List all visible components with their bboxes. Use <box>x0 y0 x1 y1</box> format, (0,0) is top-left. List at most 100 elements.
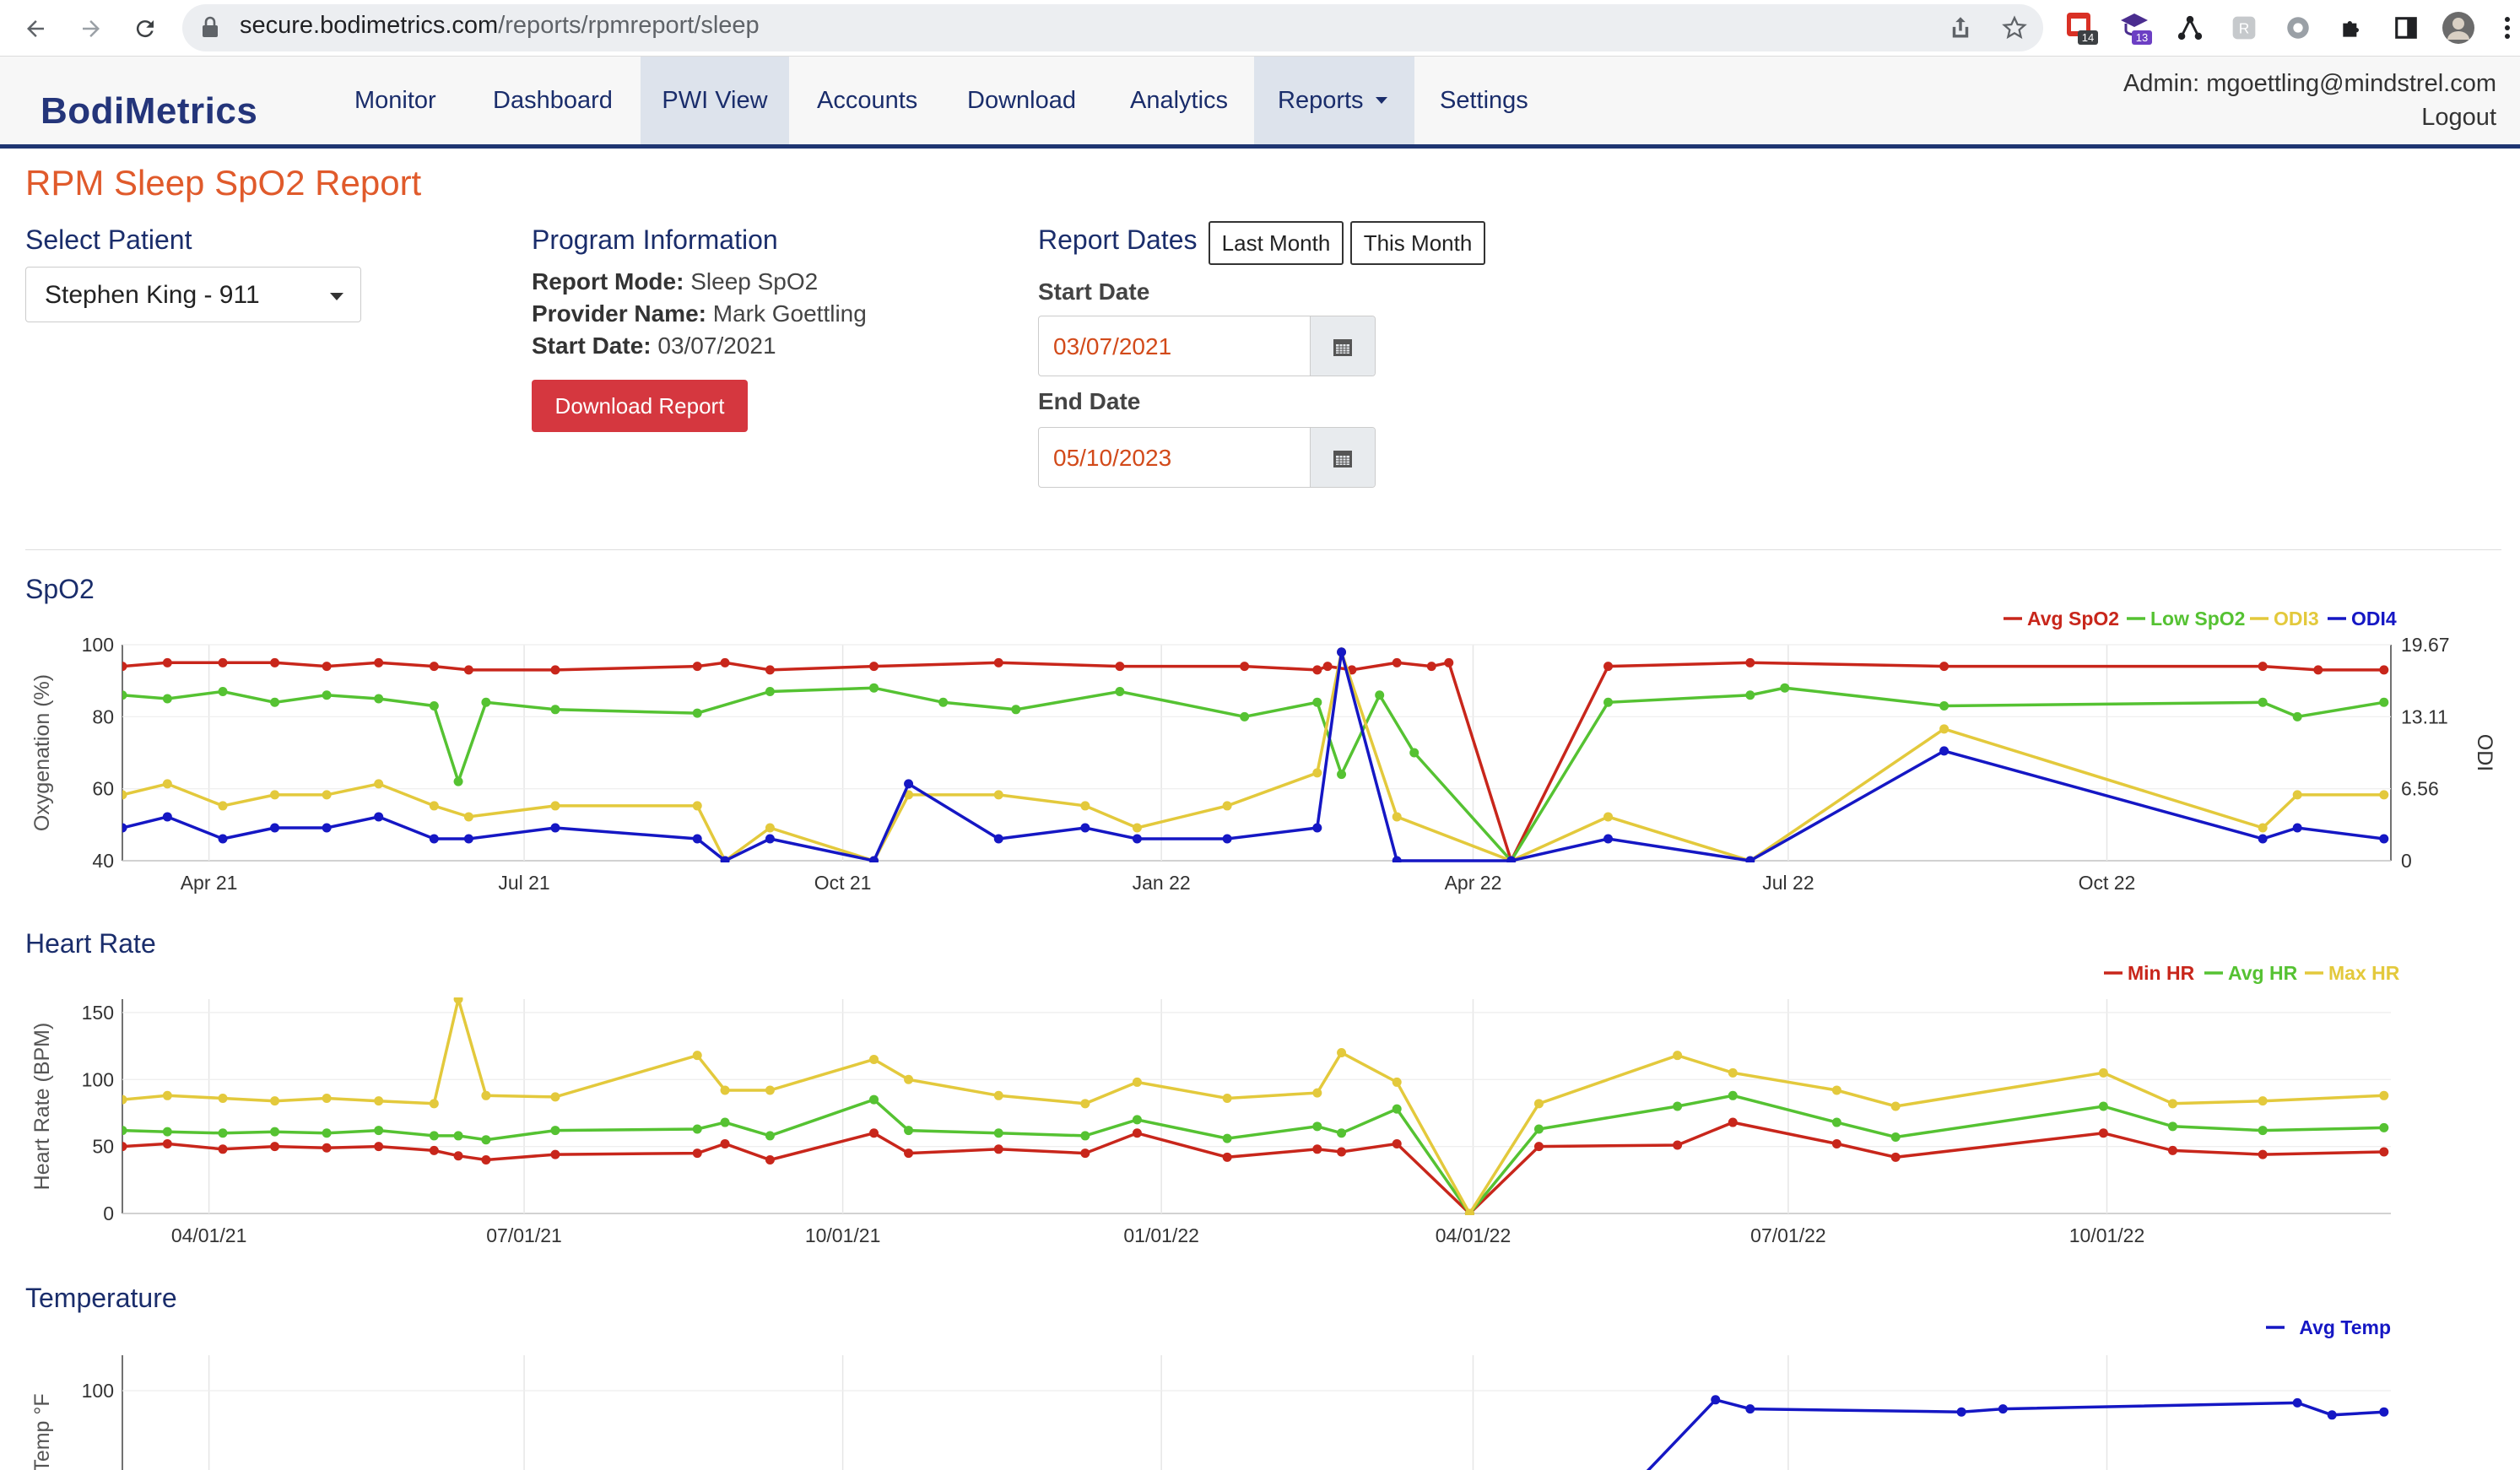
y-axis-title: Oxygenation (%) <box>30 674 54 831</box>
data-point-avg-hr <box>270 1127 280 1137</box>
data-point-min-hr <box>993 1144 1003 1154</box>
side-panel-icon[interactable] <box>2388 10 2424 46</box>
data-point-avg-spo2 <box>218 657 228 667</box>
data-point-odi3 <box>2258 823 2268 833</box>
data-point-min-hr <box>2258 1149 2268 1159</box>
data-point-odi4 <box>1392 856 1402 862</box>
data-point-avg-spo2 <box>322 662 332 672</box>
bodimetrics-logo[interactable]: BodiMetrics <box>41 90 258 132</box>
data-point-low-spo2 <box>1337 770 1347 780</box>
data-point-low-spo2 <box>122 690 127 700</box>
data-point-max-hr <box>869 1054 879 1064</box>
data-point-avg-spo2 <box>463 665 473 675</box>
data-point-avg-hr <box>1831 1117 1841 1127</box>
url-text[interactable]: secure.bodimetrics.com/reports/rpmreport… <box>240 12 760 40</box>
data-point-avg-temp <box>2327 1410 2337 1420</box>
data-point-low-spo2 <box>1780 683 1790 693</box>
data-point-avg-hr <box>2379 1122 2389 1132</box>
data-point-max-hr <box>429 1099 439 1109</box>
reload-icon[interactable] <box>128 12 162 46</box>
temperature-section-title: Temperature <box>25 1283 177 1313</box>
menu-kebab-icon[interactable] <box>2490 10 2520 46</box>
y-tick-label: 100 <box>82 1068 114 1090</box>
data-point-max-hr <box>1222 1093 1232 1103</box>
data-point-odi3 <box>2379 790 2389 800</box>
nav-analytics[interactable]: Analytics <box>1130 86 1229 114</box>
download-report-button[interactable]: Download Report <box>532 380 748 432</box>
reader-extension-icon[interactable]: R <box>2226 10 2262 46</box>
data-point-odi4 <box>1080 823 1090 833</box>
data-point-avg-hr <box>720 1117 730 1127</box>
profile-avatar-icon[interactable] <box>2441 10 2476 46</box>
puzzle-extensions-icon[interactable] <box>2334 10 2370 46</box>
nav-settings[interactable]: Settings <box>1440 86 1528 114</box>
url-domain: secure.bodimetrics.com <box>240 12 499 39</box>
plot-area <box>122 646 2389 862</box>
patient-select[interactable]: Stephen King - 911 <box>25 267 361 322</box>
data-point-avg-hr <box>162 1127 172 1137</box>
data-point-odi3 <box>2292 790 2302 800</box>
data-point-min-hr <box>1132 1128 1142 1138</box>
data-point-avg-temp <box>2292 1397 2302 1408</box>
logout-link[interactable]: Logout <box>2421 104 2496 131</box>
legend-label-avg-hr: Avg HR <box>2228 962 2298 984</box>
data-point-min-hr <box>550 1149 560 1159</box>
data-point-min-hr <box>1337 1147 1347 1157</box>
data-point-avg-spo2 <box>1322 662 1333 672</box>
this-month-button[interactable]: This Month <box>1350 221 1485 265</box>
data-point-max-hr <box>550 1092 560 1102</box>
svg-text:R: R <box>2239 20 2250 37</box>
temperature-chart: 100 Temp °F Avg Temp <box>30 1316 2391 1470</box>
calendar-icon[interactable] <box>1310 316 1375 376</box>
data-point-low-spo2 <box>218 686 228 696</box>
start-date-input[interactable]: 03/07/2021 <box>1038 316 1376 376</box>
calendar-icon[interactable] <box>1310 428 1375 487</box>
nav-accounts[interactable]: Accounts <box>817 86 918 114</box>
data-point-avg-hr <box>993 1128 1003 1138</box>
graduation-cap-extension-icon[interactable]: 13 <box>2118 10 2154 46</box>
end-date-input[interactable]: 05/10/2023 <box>1038 427 1376 488</box>
data-point-avg-hr <box>2167 1121 2177 1132</box>
nav-pwi-view[interactable]: PWI View <box>641 57 789 144</box>
bookmark-star-icon[interactable] <box>1997 10 2032 46</box>
admin-info: Admin: mgoettling@mindstrel.com Logout <box>2123 67 2496 134</box>
x-tick-label: Jul 21 <box>498 872 549 894</box>
data-point-avg-spo2 <box>429 662 439 672</box>
data-point-avg-hr <box>1080 1131 1090 1141</box>
data-point-odi4 <box>1506 856 1517 862</box>
last-month-button[interactable]: Last Month <box>1209 221 1344 265</box>
data-point-odi3 <box>463 812 473 822</box>
calendar-extension-icon[interactable]: 14 <box>2064 10 2100 46</box>
network-extension-icon[interactable] <box>2172 10 2208 46</box>
end-date-input-value: 05/10/2023 <box>1053 445 1172 471</box>
data-point-odi3 <box>374 779 384 789</box>
legend-label-avg-temp: Avg Temp <box>2299 1316 2391 1338</box>
data-point-avg-spo2 <box>765 665 775 675</box>
back-icon[interactable] <box>19 12 52 46</box>
nav-reports-dropdown[interactable]: Reports <box>1254 57 1414 144</box>
nav-download[interactable]: Download <box>967 86 1076 114</box>
data-point-low-spo2 <box>2258 697 2268 707</box>
data-point-odi4 <box>1312 823 1322 833</box>
x-tick-label: Apr 22 <box>1445 872 1502 894</box>
settings-extension-icon[interactable] <box>2280 10 2316 46</box>
data-point-low-spo2 <box>765 686 775 696</box>
data-point-avg-hr <box>429 1131 439 1141</box>
data-point-low-spo2 <box>481 697 491 707</box>
legend-label-max-hr: Max HR <box>2328 962 2400 984</box>
data-point-odi3 <box>765 823 775 833</box>
data-point-odi4 <box>550 823 560 833</box>
nav-monitor[interactable]: Monitor <box>354 86 436 114</box>
data-point-min-hr <box>1080 1148 1090 1159</box>
nav-dashboard[interactable]: Dashboard <box>493 86 613 114</box>
data-point-odi4 <box>1745 856 1755 862</box>
x-tick-label: 04/01/22 <box>1436 1224 1511 1246</box>
address-bar[interactable] <box>182 4 2043 51</box>
forward-icon[interactable] <box>74 12 108 46</box>
data-point-low-spo2 <box>550 705 560 715</box>
data-point-min-hr <box>2098 1128 2108 1138</box>
series-line-odi4 <box>122 651 2385 862</box>
data-point-avg-spo2 <box>1392 657 1402 667</box>
url-path: /reports/rpmreport/sleep <box>498 12 760 39</box>
share-icon[interactable] <box>1943 10 1978 46</box>
